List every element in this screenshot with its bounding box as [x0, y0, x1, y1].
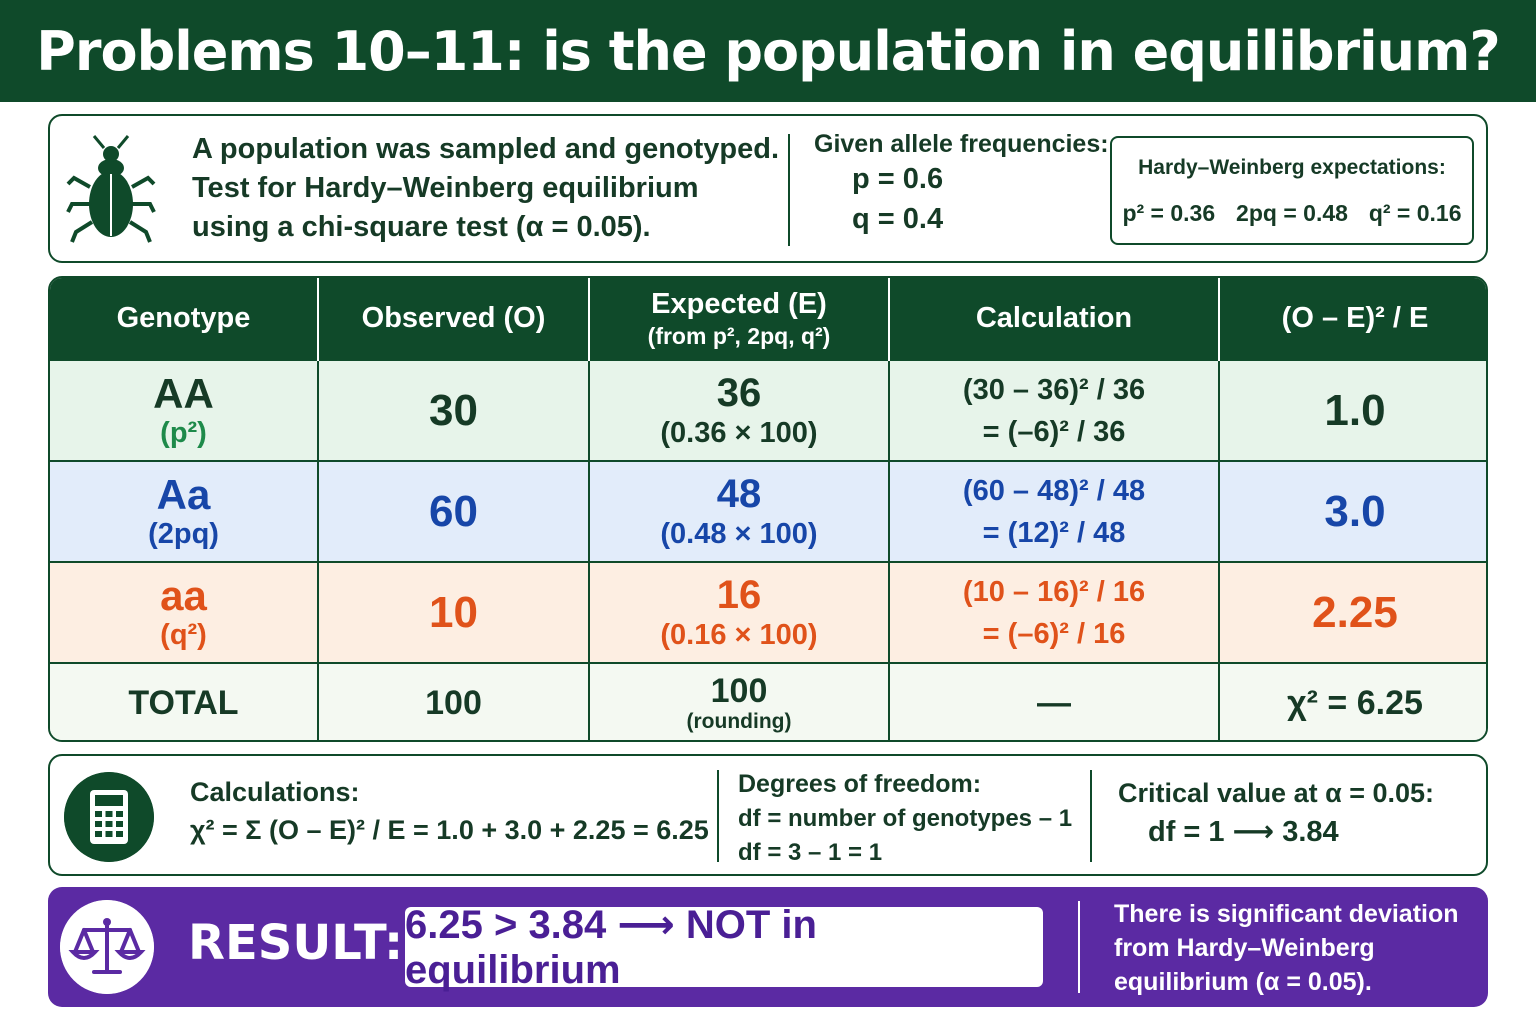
degrees-of-freedom: Degrees of freedom: df = number of genot… — [738, 766, 1072, 870]
table-header-row: Genotype Observed (O) Expected (E) (from… — [50, 278, 1486, 360]
result-statement-box: 6.25 > 3.84 ⟶ NOT in equilibrium — [405, 903, 1043, 992]
calc-line: (30 – 36)² / 36 — [962, 373, 1146, 406]
total-calculation: — — [889, 662, 1220, 740]
calc-line: (10 – 16)² / 16 — [962, 575, 1146, 608]
total-label: TOTAL — [50, 662, 319, 740]
observed-cell: 10 — [318, 561, 590, 663]
header-expected-sub: (from p², 2pq, q²) — [647, 322, 831, 349]
observed-cell: 60 — [318, 460, 590, 562]
expected-cell: 48 (0.48 × 100) — [589, 460, 890, 562]
calculation-summary: Calculations: χ² = Σ (O – E)² / E = 1.0 … — [190, 774, 709, 850]
intro-line: Test for Hardy–Weinberg equilibrium — [192, 172, 699, 204]
header-calculation: Calculation — [889, 278, 1220, 360]
result-note: There is significant deviation from Hard… — [1114, 900, 1459, 996]
hw-expectations-box: Hardy–Weinberg expectations: p² = 0.36 2… — [1110, 136, 1474, 245]
calculation-cell: (10 – 16)² / 16 = (–6)² / 16 — [889, 561, 1220, 663]
expected-value: 36 — [716, 370, 762, 415]
divider — [1078, 901, 1080, 993]
chi-term-cell: 1.0 — [1219, 359, 1486, 461]
intro-panel: A population was sampled and genotyped. … — [48, 114, 1488, 263]
total-observed: 100 — [318, 662, 590, 740]
hw-q2: q² = 0.16 — [1368, 200, 1462, 226]
table-row: Aa (2pq) 60 48 (0.48 × 100) (60 – 48)² /… — [50, 460, 1486, 562]
expected-value: 16 — [716, 572, 762, 617]
intro-line: using a chi-square test (α = 0.05). — [192, 211, 651, 243]
genotype-label: Aa — [156, 470, 211, 518]
beetle-icon — [66, 135, 156, 243]
critical-title: Critical value at α = 0.05: — [1118, 778, 1434, 808]
title-bar: Problems 10–11: is the population in equ… — [0, 0, 1536, 102]
chi-square-formula: χ² = Σ (O – E)² / E = 1.0 + 3.0 + 2.25 =… — [190, 815, 709, 845]
divider — [717, 770, 719, 862]
result-banner: RESULT: 6.25 > 3.84 ⟶ NOT in equilibrium… — [48, 887, 1488, 1007]
calculations-panel: Calculations: χ² = Σ (O – E)² / E = 1.0 … — [48, 754, 1488, 876]
chi-square-total: χ² = 6.25 — [1219, 662, 1486, 740]
genotype-cell: aa (q²) — [50, 561, 319, 663]
balance-scale-icon — [60, 900, 154, 994]
expected-cell: 36 (0.36 × 100) — [589, 359, 890, 461]
observed-cell: 30 — [318, 359, 590, 461]
calc-line: = (12)² / 48 — [982, 516, 1126, 549]
table-row: AA (p²) 30 36 (0.36 × 100) (30 – 36)² / … — [50, 359, 1486, 461]
genotype-cell: Aa (2pq) — [50, 460, 319, 562]
genotype-sub: (p²) — [160, 416, 207, 449]
divider — [1090, 770, 1092, 862]
given-title: Given allele frequencies: — [814, 130, 1109, 158]
genotype-sub: (2pq) — [148, 517, 219, 550]
expected-cell: 16 (0.16 × 100) — [589, 561, 890, 663]
header-observed: Observed (O) — [318, 278, 590, 360]
df-line: df = number of genotypes – 1 — [738, 805, 1073, 832]
expected-formula: (0.36 × 100) — [660, 416, 818, 449]
divider — [788, 134, 790, 246]
header-genotype: Genotype — [50, 278, 319, 360]
genotype-cell: AA (p²) — [50, 359, 319, 461]
hw-p2: p² = 0.36 — [1122, 200, 1216, 226]
genotype-sub: (q²) — [160, 618, 207, 651]
expected-value: 48 — [716, 471, 762, 516]
expected-formula: (0.48 × 100) — [660, 517, 818, 550]
calculator-icon — [64, 772, 154, 862]
result-label: RESULT: — [188, 915, 404, 971]
critical-value-text: df = 1 ⟶ 3.84 — [1148, 816, 1339, 848]
chi-square-table: Genotype Observed (O) Expected (E) (from… — [48, 276, 1488, 742]
header-chi-term: (O – E)² / E — [1219, 278, 1486, 360]
hw-values: p² = 0.36 2pq = 0.48 q² = 0.16 — [1112, 200, 1472, 227]
intro-description: A population was sampled and genotyped. … — [192, 130, 782, 247]
hw-title: Hardy–Weinberg expectations: — [1138, 156, 1446, 179]
total-row: TOTAL 100 100 (rounding) — χ² = 6.25 — [50, 662, 1486, 740]
calc-line: = (–6)² / 36 — [982, 415, 1126, 448]
q-value: q = 0.4 — [852, 203, 944, 235]
expected-formula: (0.16 × 100) — [660, 618, 818, 651]
genotype-label: aa — [160, 571, 207, 619]
given-frequencies: Given allele frequencies: p = 0.6 q = 0.… — [814, 130, 1114, 239]
calc-line: = (–6)² / 16 — [982, 617, 1126, 650]
table-row: aa (q²) 10 16 (0.16 × 100) (10 – 16)² / … — [50, 561, 1486, 663]
calculation-cell: (30 – 36)² / 36 = (–6)² / 36 — [889, 359, 1220, 461]
total-expected-cell: 100 (rounding) — [589, 662, 890, 740]
chi-term-cell: 2.25 — [1219, 561, 1486, 663]
calculation-cell: (60 – 48)² / 48 = (12)² / 48 — [889, 460, 1220, 562]
header-expected: Expected (E) (from p², 2pq, q²) — [589, 278, 890, 360]
calc-line: (60 – 48)² / 48 — [962, 474, 1146, 507]
header-expected-label: Expected (E) — [651, 287, 827, 320]
intro-line: A population was sampled and genotyped. — [192, 133, 780, 165]
total-expected: 100 — [710, 671, 768, 710]
chi-term-cell: 3.0 — [1219, 460, 1486, 562]
df-line: df = 3 – 1 = 1 — [738, 839, 883, 866]
page-title: Problems 10–11: is the population in equ… — [36, 19, 1500, 83]
hw-2pq: 2pq = 0.48 — [1236, 200, 1348, 226]
critical-value: Critical value at α = 0.05: df = 1 ⟶ 3.8… — [1118, 774, 1434, 852]
calculations-title: Calculations: — [190, 777, 360, 807]
result-statement: 6.25 > 3.84 ⟶ NOT in equilibrium — [405, 902, 817, 992]
total-expected-note: (rounding) — [686, 709, 792, 733]
genotype-label: AA — [153, 369, 214, 417]
df-title: Degrees of freedom: — [738, 770, 982, 798]
p-value: p = 0.6 — [852, 163, 944, 195]
